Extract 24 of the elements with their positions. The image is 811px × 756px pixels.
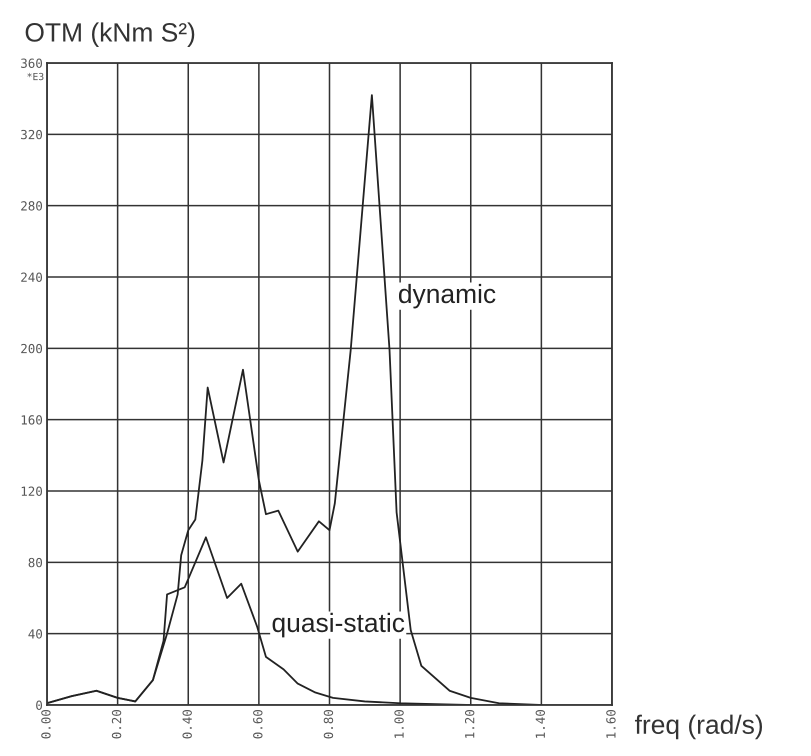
series-label: quasi-static	[272, 612, 404, 638]
series-label: dynamic	[398, 284, 496, 308]
x-tick-label: 0.00	[41, 710, 51, 738]
y-tick-label: 40	[28, 629, 42, 639]
x-tick-label: 1.20	[464, 710, 474, 738]
x-tick-label: 0.20	[112, 710, 122, 738]
y-tick-label: 120	[22, 486, 42, 496]
text: *E3	[27, 72, 44, 80]
y-tick-label: 280	[21, 201, 42, 211]
x-tick-label: 1.00	[394, 710, 404, 738]
y-tick-label: 320	[21, 130, 42, 140]
y-tick-label: 200	[21, 344, 42, 354]
x-tick-label: 0.60	[253, 710, 263, 738]
y-tick-label: 80	[28, 558, 42, 568]
y-tick-label: 0	[36, 700, 42, 710]
y-tick-label: 240	[21, 272, 42, 282]
y-axis-title: OTM (kNm S²)	[26, 22, 194, 47]
y-tick-label: 160	[22, 415, 42, 425]
y-tick-label: 360	[21, 58, 42, 68]
x-tick-label: 0.40	[182, 710, 192, 738]
x-tick-label: 1.40	[536, 710, 546, 738]
x-tick-label: 1.60	[606, 710, 616, 738]
x-tick-label: 0.80	[324, 710, 334, 738]
x-axis-title: freq (rad/s)	[634, 714, 762, 740]
